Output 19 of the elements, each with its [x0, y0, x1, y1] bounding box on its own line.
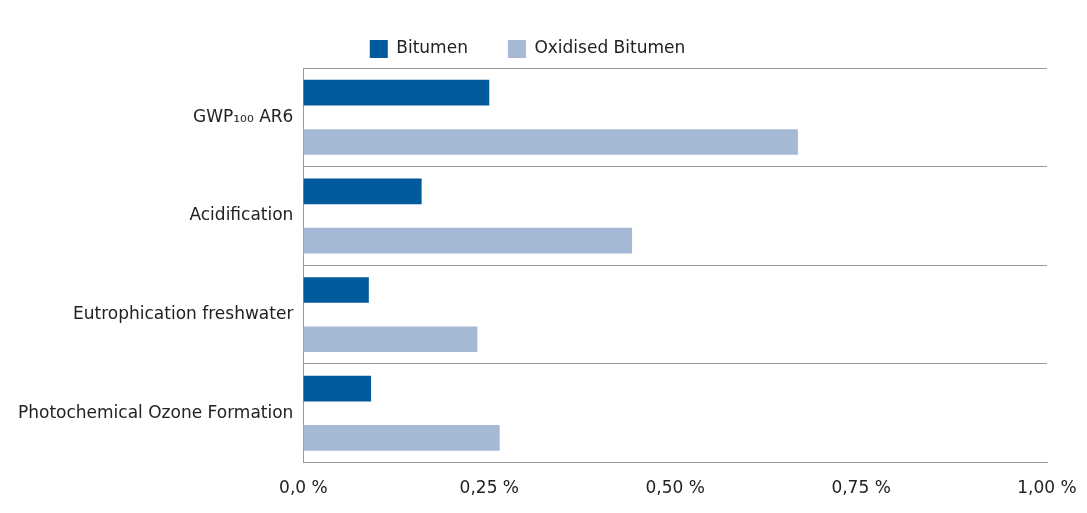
bar: [303, 129, 798, 155]
bar: [303, 178, 422, 205]
x-tick-label: 0,75 %: [831, 477, 891, 498]
bar: [303, 425, 500, 451]
legend-label: Bitumen: [396, 37, 468, 58]
y-tick-label: GWP₁₀₀ AR6: [193, 105, 294, 126]
x-tick-label: 1,00 %: [1017, 477, 1077, 498]
legend-label: Oxidised Bitumen: [534, 37, 686, 58]
x-tick-label: 0,25 %: [459, 477, 520, 498]
bar: [303, 375, 372, 402]
y-tick-label: Photochemical Ozone Formation: [17, 401, 294, 422]
y-tick-label: Acidification: [189, 204, 294, 225]
y-tick-label: Eutrophication freshwater: [73, 303, 294, 324]
bar: [303, 326, 478, 353]
bar: [303, 277, 369, 303]
x-tick-label: 0,0 %: [279, 477, 328, 498]
x-tick-label: 0,50 %: [645, 477, 705, 498]
bar: [303, 79, 490, 106]
bar: [303, 227, 633, 254]
